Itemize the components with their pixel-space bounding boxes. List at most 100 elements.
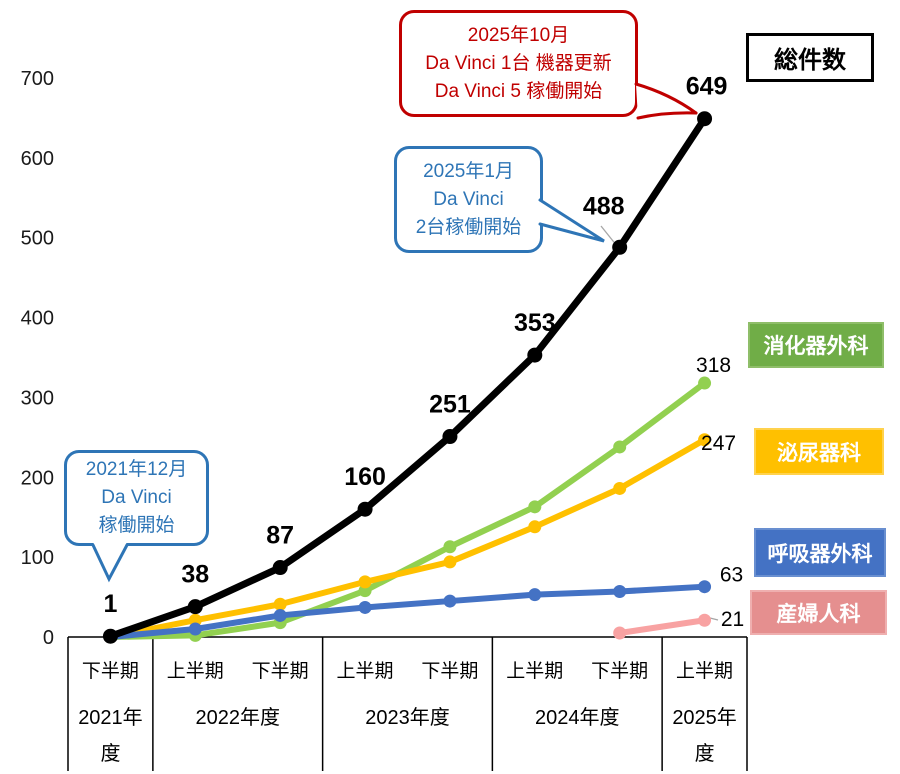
annotation-start-tail bbox=[93, 542, 127, 579]
legend-total-box: 総件数 bbox=[746, 33, 874, 82]
series-point-total bbox=[442, 429, 458, 445]
data-label-digestive-surgery: 318 bbox=[696, 354, 731, 377]
data-label-urology: 247 bbox=[701, 432, 736, 455]
legend-item-label: 産婦人科 bbox=[776, 602, 861, 626]
series-point-digestive-surgery bbox=[528, 500, 542, 514]
x-half-period-label: 上半期 bbox=[337, 660, 394, 682]
leader-line-488 bbox=[600, 225, 622, 252]
y-tick-label-100: 100 bbox=[21, 547, 54, 569]
series-point-digestive-surgery bbox=[273, 616, 287, 630]
annotation-upgrade-tail bbox=[636, 84, 696, 118]
annotation-upgrade-tail-edge bbox=[634, 82, 698, 115]
annotation-upgrade-line-3: Da Vinci 5 稼働開始 bbox=[434, 80, 603, 102]
annotation-expand-line-1: 2025年1月 bbox=[423, 160, 514, 182]
data-label-total-649: 649 bbox=[686, 73, 728, 101]
legend-item-obstetrics-gynecology: 産婦人科 bbox=[750, 590, 887, 635]
annotation-start-callout: 2021年12月 Da Vinci 稼働開始 bbox=[64, 450, 209, 546]
series-point-urology bbox=[358, 575, 372, 589]
x-year-label: 2024年度 bbox=[535, 706, 620, 729]
series-point-obstetrics-gynecology bbox=[698, 613, 712, 627]
x-year-label: 2022年度 bbox=[196, 706, 281, 729]
x-year-label-wrap: 度 bbox=[100, 742, 120, 765]
data-label-respiratory-surgery: 63 bbox=[720, 564, 743, 587]
series-point-total bbox=[187, 599, 203, 615]
series-point-digestive-surgery bbox=[698, 376, 712, 390]
series-point-digestive-surgery bbox=[443, 540, 457, 554]
annotation-upgrade-line-1: 2025年10月 bbox=[467, 24, 570, 46]
series-point-urology bbox=[103, 630, 117, 644]
legend-item-label: 呼吸器外科 bbox=[767, 542, 873, 566]
x-year-label: 2023年度 bbox=[365, 706, 450, 729]
series-point-total bbox=[102, 628, 118, 644]
legend-item-label: 泌尿器科 bbox=[777, 441, 861, 465]
y-tick-label-500: 500 bbox=[21, 228, 54, 250]
series-point-total bbox=[272, 560, 288, 576]
annotation-upgrade-callout: 2025年10月 Da Vinci 1台 機器更新 Da Vinci 5 稼働開… bbox=[399, 10, 638, 117]
leader-line-21 bbox=[705, 616, 719, 621]
annotation-start-line-2: Da Vinci bbox=[101, 487, 172, 508]
series-point-digestive-surgery bbox=[613, 440, 627, 454]
y-tick-label-0: 0 bbox=[43, 627, 54, 649]
x-half-period-label: 下半期 bbox=[421, 660, 478, 682]
series-point-urology bbox=[188, 613, 202, 627]
annotation-expand-line-3: 2台稼働開始 bbox=[415, 216, 522, 238]
series-point-digestive-surgery bbox=[358, 584, 372, 598]
data-label-total-488: 488 bbox=[583, 192, 625, 220]
series-point-respiratory-surgery bbox=[698, 580, 712, 594]
data-label-obstetrics-gynecology: 21 bbox=[721, 608, 744, 631]
data-label-total-251: 251 bbox=[429, 391, 471, 419]
series-point-urology bbox=[273, 597, 287, 611]
series-point-urology bbox=[443, 555, 457, 569]
annotation-expand-tail-edge bbox=[538, 198, 605, 243]
data-label-total-1: 1 bbox=[103, 590, 117, 618]
annotation-expand-tail bbox=[540, 200, 604, 241]
annotation-upgrade-tail-edge bbox=[636, 111, 698, 120]
annotation-start-line-1: 2021年12月 bbox=[85, 459, 188, 480]
x-half-period-label: 上半期 bbox=[167, 660, 224, 682]
x-half-period-label: 下半期 bbox=[82, 660, 139, 682]
series-point-respiratory-surgery bbox=[613, 584, 627, 598]
data-label-total-87: 87 bbox=[266, 522, 294, 550]
y-tick-label-600: 600 bbox=[21, 148, 54, 170]
annotation-expand-line-2: Da Vinci bbox=[433, 188, 504, 210]
series-point-respiratory-surgery bbox=[103, 630, 117, 644]
series-point-total bbox=[697, 111, 713, 127]
annotation-start-tail-edge bbox=[91, 543, 129, 583]
data-label-total-38: 38 bbox=[181, 561, 209, 589]
legend-item-respiratory-surgery: 呼吸器外科 bbox=[754, 528, 886, 577]
series-point-digestive-surgery bbox=[188, 628, 202, 642]
series-point-total bbox=[612, 239, 628, 255]
series-point-respiratory-surgery bbox=[188, 622, 202, 636]
series-point-urology bbox=[528, 520, 542, 534]
series-point-digestive-surgery bbox=[103, 630, 117, 644]
x-year-label: 2025年 bbox=[672, 706, 737, 729]
legend-item-label: 消化器外科 bbox=[763, 335, 869, 358]
y-tick-label-700: 700 bbox=[21, 68, 54, 90]
x-half-period-label: 上半期 bbox=[506, 660, 563, 682]
legend-total-label: 総件数 bbox=[774, 47, 846, 74]
data-label-total-353: 353 bbox=[514, 309, 556, 337]
x-year-label-wrap: 度 bbox=[695, 742, 715, 765]
series-point-respiratory-surgery bbox=[443, 594, 457, 608]
annotation-start-line-3: 稼働開始 bbox=[98, 515, 175, 536]
legend-item-digestive-surgery: 消化器外科 bbox=[748, 322, 884, 368]
series-line-respiratory-surgery bbox=[107, 583, 708, 640]
x-half-period-label: 下半期 bbox=[591, 660, 648, 682]
data-label-total-160: 160 bbox=[344, 463, 386, 491]
y-tick-label-200: 200 bbox=[21, 467, 54, 489]
annotation-upgrade-line-2: Da Vinci 1台 機器更新 bbox=[425, 52, 612, 74]
legend-item-urology: 泌尿器科 bbox=[754, 428, 884, 475]
series-point-total bbox=[527, 347, 543, 363]
series-point-urology bbox=[698, 433, 712, 447]
annotation-expand-callout: 2025年1月 Da Vinci 2台稼働開始 bbox=[394, 146, 543, 253]
y-tick-label-300: 300 bbox=[21, 387, 54, 409]
y-tick-label-400: 400 bbox=[21, 308, 54, 330]
series-point-obstetrics-gynecology bbox=[613, 626, 627, 640]
x-half-period-label: 下半期 bbox=[252, 660, 309, 682]
x-year-label: 2021年 bbox=[78, 706, 143, 729]
series-point-total bbox=[357, 501, 373, 517]
series-line-obstetrics-gynecology bbox=[616, 617, 708, 637]
series-point-urology bbox=[613, 481, 627, 495]
series-point-respiratory-surgery bbox=[358, 600, 372, 614]
